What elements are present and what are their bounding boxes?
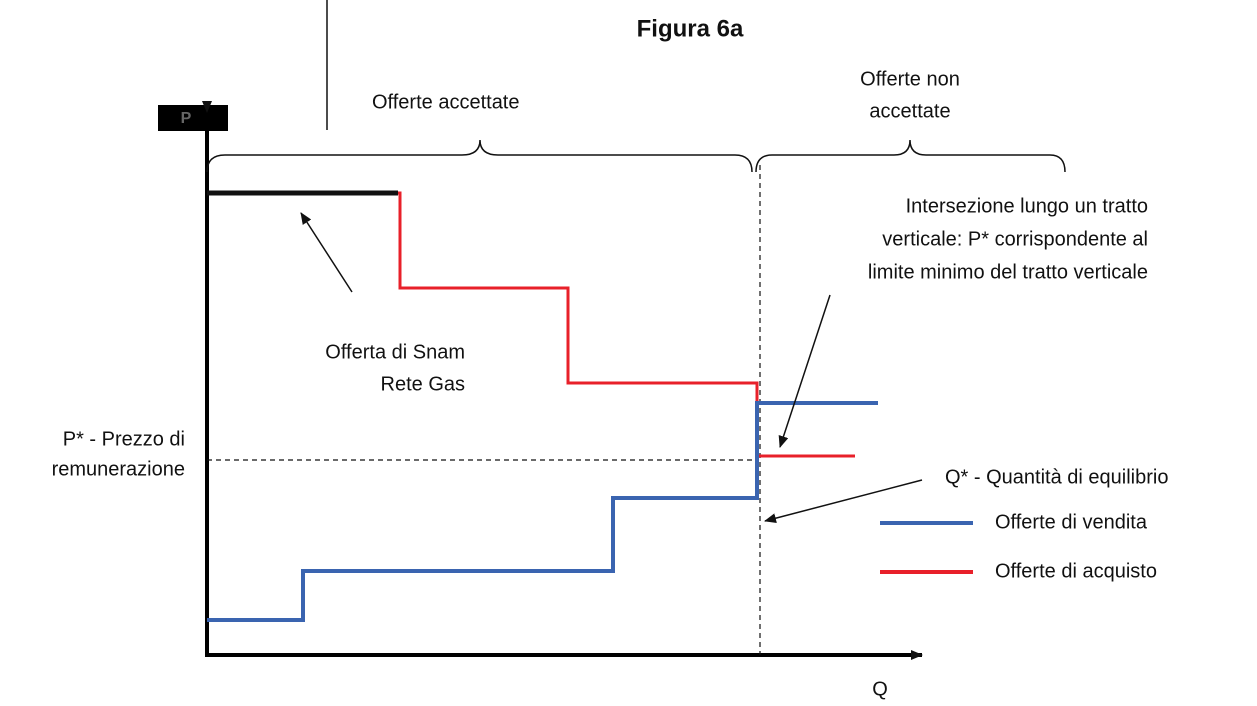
brace	[755, 139, 1066, 173]
annotation: Q* - Quantità di equilibrio	[945, 466, 1168, 488]
annotation: Rete Gas	[381, 373, 465, 395]
y-axis-label: P	[181, 110, 192, 127]
demand-curve	[398, 191, 855, 458]
title: Figura 6a	[637, 15, 744, 42]
annotation: verticale: P* corrispondente al	[882, 228, 1148, 250]
annotation: P* - Prezzo di	[63, 428, 185, 450]
supply-curve	[207, 401, 878, 622]
annotation: Intersezione lungo un tratto	[906, 195, 1148, 217]
arrow	[764, 479, 923, 524]
arrow	[778, 294, 831, 448]
brace	[206, 139, 753, 173]
legend-label: Offerte di vendita	[995, 511, 1148, 533]
region-label: Offerte non	[860, 68, 960, 90]
y-axis-label-box	[158, 105, 228, 131]
arrow	[300, 212, 353, 293]
legend-label: Offerte di acquisto	[995, 560, 1157, 582]
annotation: limite minimo del tratto verticale	[868, 261, 1148, 283]
x-axis-label: Q	[872, 678, 888, 700]
annotation: Offerta di Snam	[325, 341, 465, 363]
region-label: accettate	[869, 100, 950, 122]
annotation: remunerazione	[52, 458, 185, 480]
region-label: Offerte accettate	[372, 91, 520, 113]
legend: Offerte di vendita Offerte di acquisto	[880, 511, 1157, 582]
